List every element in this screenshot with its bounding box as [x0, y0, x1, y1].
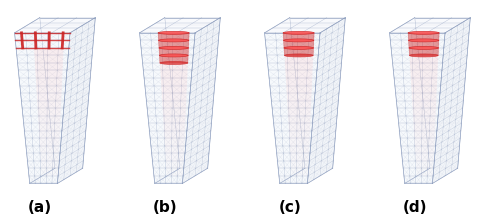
Ellipse shape [158, 39, 189, 42]
Polygon shape [158, 33, 189, 40]
Polygon shape [290, 138, 310, 146]
Polygon shape [14, 18, 96, 33]
Polygon shape [160, 63, 188, 71]
Polygon shape [410, 71, 438, 78]
Polygon shape [164, 138, 184, 146]
Polygon shape [283, 33, 314, 40]
Polygon shape [288, 116, 310, 123]
Polygon shape [40, 138, 60, 146]
Polygon shape [164, 123, 186, 131]
Polygon shape [38, 108, 61, 116]
Text: (d): (d) [402, 200, 427, 215]
Polygon shape [408, 40, 439, 48]
Polygon shape [286, 78, 312, 85]
Polygon shape [36, 85, 62, 93]
Polygon shape [287, 101, 311, 108]
Polygon shape [290, 153, 309, 161]
Ellipse shape [408, 39, 439, 42]
Polygon shape [414, 131, 435, 138]
Polygon shape [413, 116, 436, 123]
Polygon shape [163, 116, 186, 123]
Polygon shape [38, 116, 60, 123]
Ellipse shape [159, 46, 188, 49]
Ellipse shape [283, 31, 314, 34]
Polygon shape [165, 146, 184, 153]
Polygon shape [284, 55, 313, 63]
Polygon shape [162, 108, 186, 116]
Polygon shape [34, 55, 63, 63]
Polygon shape [140, 33, 195, 183]
Polygon shape [432, 18, 470, 183]
Text: (a): (a) [28, 200, 52, 215]
Polygon shape [140, 18, 220, 33]
Ellipse shape [408, 31, 439, 34]
Polygon shape [410, 55, 438, 63]
Polygon shape [159, 48, 188, 55]
Polygon shape [284, 48, 314, 55]
Polygon shape [36, 93, 62, 101]
Polygon shape [412, 108, 436, 116]
Polygon shape [408, 33, 439, 40]
Ellipse shape [284, 54, 313, 57]
Polygon shape [286, 71, 312, 78]
Polygon shape [166, 153, 184, 161]
Polygon shape [58, 18, 96, 183]
Polygon shape [308, 18, 346, 183]
Polygon shape [412, 101, 436, 108]
Polygon shape [160, 55, 188, 63]
Ellipse shape [409, 46, 438, 49]
Polygon shape [158, 40, 189, 48]
Polygon shape [416, 153, 434, 161]
Polygon shape [411, 78, 437, 85]
Polygon shape [162, 93, 186, 101]
Polygon shape [182, 18, 220, 183]
Polygon shape [37, 101, 61, 108]
Polygon shape [264, 18, 345, 33]
Polygon shape [285, 63, 313, 71]
Polygon shape [410, 63, 438, 71]
Ellipse shape [284, 46, 314, 49]
Polygon shape [414, 138, 434, 146]
Polygon shape [288, 108, 311, 116]
Polygon shape [390, 18, 470, 33]
Polygon shape [284, 40, 314, 48]
Polygon shape [161, 78, 187, 85]
Ellipse shape [284, 39, 314, 42]
Polygon shape [164, 131, 185, 138]
Ellipse shape [160, 54, 188, 57]
Polygon shape [14, 33, 70, 183]
Polygon shape [36, 78, 62, 85]
Ellipse shape [410, 54, 438, 57]
Polygon shape [390, 33, 445, 183]
Ellipse shape [158, 31, 189, 34]
Text: (b): (b) [152, 200, 177, 215]
Polygon shape [34, 48, 64, 55]
Polygon shape [412, 93, 436, 101]
Polygon shape [411, 85, 437, 93]
Polygon shape [40, 146, 60, 153]
Polygon shape [290, 146, 310, 153]
Text: (c): (c) [278, 200, 301, 215]
Polygon shape [286, 93, 312, 101]
Polygon shape [264, 33, 320, 183]
Polygon shape [409, 48, 438, 55]
Polygon shape [38, 123, 60, 131]
Polygon shape [36, 71, 62, 78]
Polygon shape [415, 146, 434, 153]
Ellipse shape [160, 61, 188, 64]
Polygon shape [414, 123, 436, 131]
Polygon shape [161, 85, 187, 93]
Polygon shape [289, 131, 310, 138]
Polygon shape [162, 101, 186, 108]
Polygon shape [39, 131, 60, 138]
Polygon shape [288, 123, 310, 131]
Polygon shape [286, 85, 312, 93]
Polygon shape [160, 71, 188, 78]
Polygon shape [35, 63, 63, 71]
Polygon shape [40, 153, 59, 161]
